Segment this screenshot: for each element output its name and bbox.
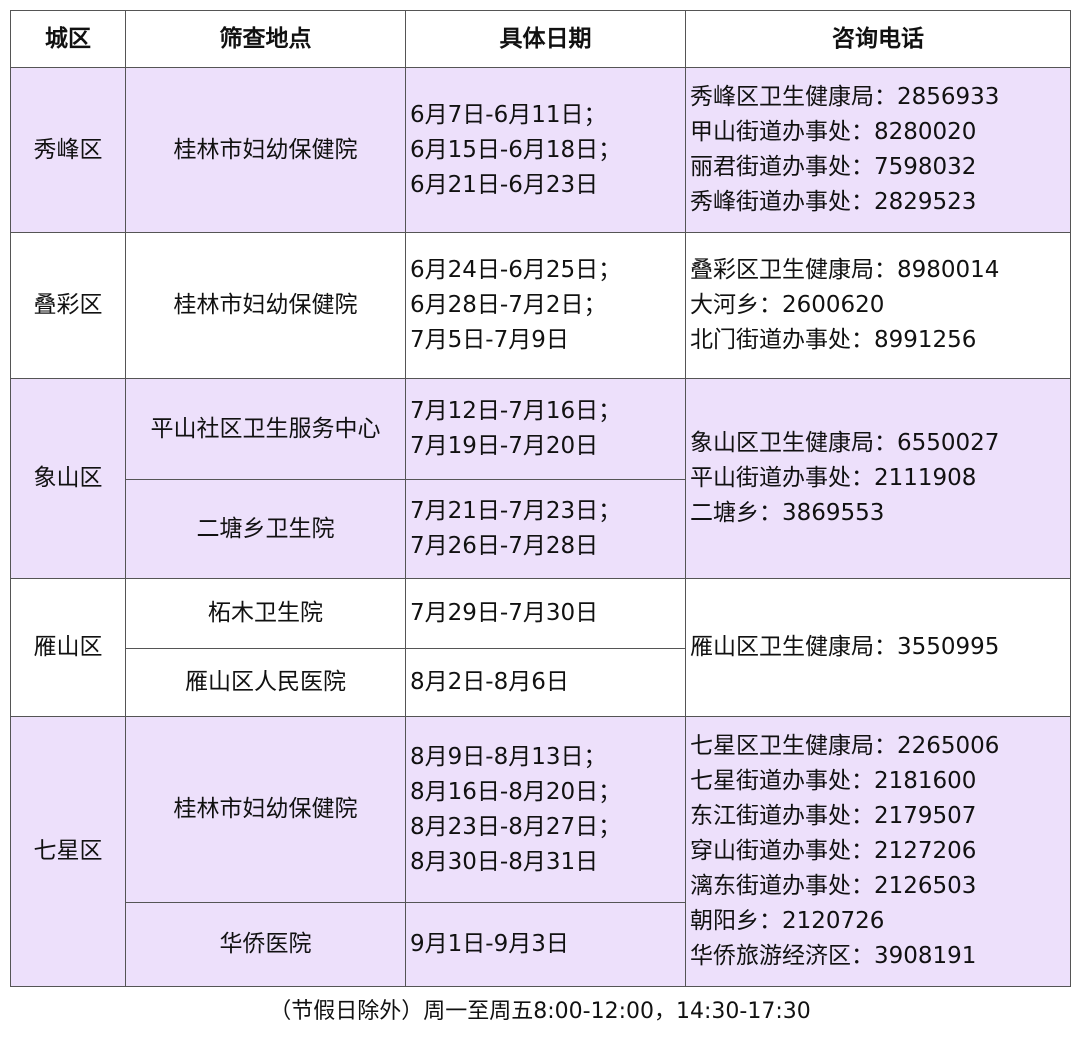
phone-entry: 北门街道办事处：8991256 [690,327,977,353]
dates-cell: 6月7日-6月11日； 6月15日-6月18日； 6月21日-6月23日 [405,67,686,233]
date-range: 7月21日-7月23日； [410,498,622,524]
date-range: 8月23日-8月27日； [410,813,622,840]
phone-entry: 漓东街道办事处：2126503 [690,873,977,899]
date-range: 7月29日-7月30日 [410,600,599,626]
phone-entry: 丽君街道办事处：7598032 [690,154,977,180]
table-row: 秀峰区 桂林市妇幼保健院 6月7日-6月11日； 6月15日-6月18日； 6月21日-… [10,67,1071,233]
phone-entry: 东江街道办事处：2179507 [690,803,977,829]
date-range: 6月7日-6月11日； [410,101,607,128]
site-cell: 雁山区人民医院 [125,648,406,717]
site-cell: 二塘乡卫生院 [125,479,406,579]
phone-entry: 七星街道办事处：2181600 [690,768,977,794]
phone-cell: 秀峰区卫生健康局：2856933 甲山街道办事处：8280020 丽君街道办事处：7… [685,67,1071,233]
table-header-row: 城区 筛查地点 具体日期 咨询电话 [10,10,1071,68]
site-cell: 桂林市妇幼保健院 [125,716,406,903]
phone-entry: 甲山街道办事处：8280020 [690,119,977,145]
phone-cell: 七星区卫生健康局：2265006 七星街道办事处：2181600 东江街道办事处：2… [685,716,1071,987]
date-range: 7月12日-7月16日； [410,398,622,424]
site-cell: 平山社区卫生服务中心 [125,378,406,480]
phone-entry: 大河乡：2600620 [690,292,885,318]
phone-entry: 象山区卫生健康局：6550027 [690,430,1000,456]
dates-cell: 7月12日-7月16日； 7月19日-7月20日 [405,378,686,480]
header-site: 筛查地点 [125,10,406,68]
phone-entry: 雁山区卫生健康局：3550995 [690,634,1000,660]
dates-cell: 9月1日-9月3日 [405,902,686,987]
dates-cell: 8月2日-8月6日 [405,648,686,717]
date-range: 8月2日-8月6日 [410,669,569,695]
footer-hours-note: （节假日除外）周一至周五8:00-12:00，14:30-17:30 [269,999,811,1024]
screening-schedule-table: 城区 筛查地点 具体日期 咨询电话 秀峰区 桂林市妇幼保健院 6月7日-6月11日；… [10,10,1071,987]
date-range: 7月5日-7月9日 [410,327,569,353]
site-cell: 华侨医院 [125,902,406,987]
dates-cell: 8月9日-8月13日； 8月16日-8月20日； 8月23日-8月27日； 8月30日… [405,716,686,903]
header-district: 城区 [10,10,126,68]
phone-entry: 华侨旅游经济区：3908191 [690,943,977,969]
district-cell: 象山区 [10,378,126,579]
date-range: 8月9日-8月13日； [410,743,607,770]
district-cell: 雁山区 [10,578,126,717]
table-row: 叠彩区 桂林市妇幼保健院 6月24日-6月25日； 6月28日-7月2日； 7月5日-7… [10,232,1071,379]
phone-entry: 平山街道办事处：2111908 [690,465,977,491]
date-range: 8月16日-8月20日； [410,778,622,805]
phone-entry: 叠彩区卫生健康局：8980014 [690,257,1000,283]
site-cell: 柘木卫生院 [125,578,406,649]
date-range: 7月26日-7月28日 [410,533,599,559]
header-phone: 咨询电话 [685,10,1071,68]
site-cell: 桂林市妇幼保健院 [125,232,406,379]
date-range: 6月21日-6月23日 [410,171,599,198]
table-row: 七星区 桂林市妇幼保健院 8月9日-8月13日； 8月16日-8月20日； 8月23日-… [10,716,1071,987]
phone-entry: 二塘乡：3869553 [690,500,885,526]
dates-cell: 7月21日-7月23日； 7月26日-7月28日 [405,479,686,579]
district-cell: 秀峰区 [10,67,126,233]
phone-entry: 朝阳乡：2120726 [690,908,885,934]
phone-cell: 象山区卫生健康局：6550027 平山街道办事处：2111908 二塘乡：38695… [685,378,1071,579]
phone-cell: 雁山区卫生健康局：3550995 [685,578,1071,717]
date-range: 6月28日-7月2日； [410,292,607,318]
site-cell: 桂林市妇幼保健院 [125,67,406,233]
district-cell: 叠彩区 [10,232,126,379]
header-dates: 具体日期 [405,10,686,68]
table-row: 象山区 平山社区卫生服务中心 7月12日-7月16日； 7月19日-7月20日 象山区卫… [10,378,1071,579]
district-cell: 七星区 [10,716,126,987]
dates-cell: 7月29日-7月30日 [405,578,686,649]
phone-entry: 七星区卫生健康局：2265006 [690,733,1000,759]
phone-entry: 秀峰街道办事处：2829523 [690,189,977,215]
date-range: 7月19日-7月20日 [410,433,599,459]
date-range: 9月1日-9月3日 [410,931,569,957]
dates-cell: 6月24日-6月25日； 6月28日-7月2日； 7月5日-7月9日 [405,232,686,379]
phone-entry: 穿山街道办事处：2127206 [690,838,977,864]
table-row: 雁山区 柘木卫生院 7月29日-7月30日雁山区卫生健康局：3550995 [10,578,1071,717]
date-range: 8月30日-8月31日 [410,848,599,875]
date-range: 6月15日-6月18日； [410,136,622,163]
date-range: 6月24日-6月25日； [410,257,622,283]
phone-entry: 秀峰区卫生健康局：2856933 [690,84,1000,110]
phone-cell: 叠彩区卫生健康局：8980014 大河乡：2600620 北门街道办事处：89912… [685,232,1071,379]
